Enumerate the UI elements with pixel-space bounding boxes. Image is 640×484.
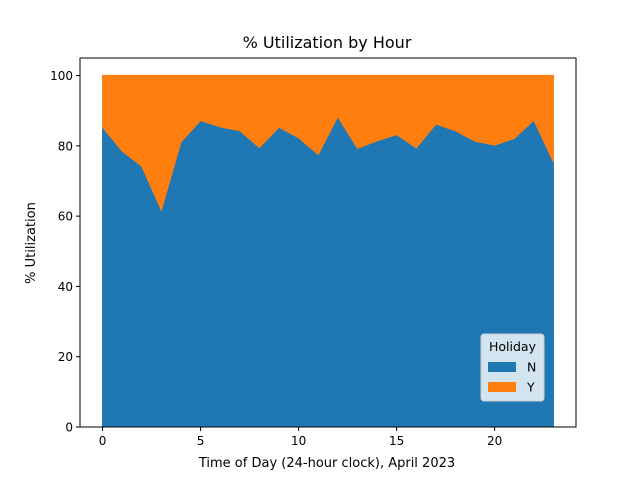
x-tick-label: 20: [487, 434, 502, 448]
y-tick-label: 40: [58, 280, 73, 294]
x-tick-label: 0: [99, 434, 107, 448]
y-tick-label: 80: [58, 139, 73, 153]
y-tick-label: 60: [58, 210, 73, 224]
legend-label-Y: Y: [526, 380, 535, 395]
areas-layer: [101, 74, 555, 428]
y-tick-label: 0: [65, 421, 73, 435]
axes-layer: 0 5 10 15 20 0 20 40 60 80 100: [50, 57, 577, 448]
plot-frame: [79, 57, 577, 428]
legend-swatch-N: [488, 362, 516, 372]
x-tick-label: 5: [197, 434, 205, 448]
x-tick-label: 15: [389, 434, 404, 448]
y-axis-label: % Utilization: [24, 202, 39, 284]
legend-title: Holiday: [489, 339, 537, 354]
legend-label-N: N: [527, 360, 536, 375]
x-tick-label: 10: [291, 434, 306, 448]
legend: Holiday NY: [480, 333, 545, 402]
legend-swatch-Y: [488, 382, 516, 392]
y-tick-label: 100: [50, 69, 73, 83]
chart-title: % Utilization by Hour: [243, 33, 412, 52]
y-tick-label: 20: [58, 350, 73, 364]
x-axis-label: Time of Day (24-hour clock), April 2023: [198, 456, 455, 471]
